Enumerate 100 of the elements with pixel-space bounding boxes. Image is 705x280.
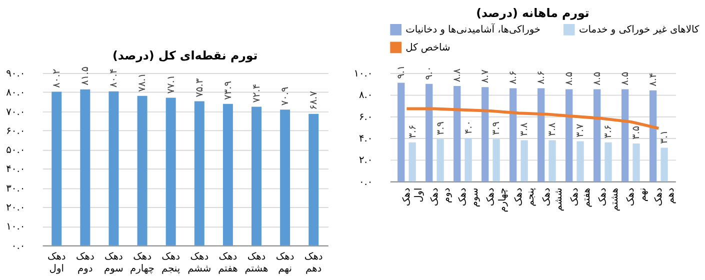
y-tick-label: ۸۰.۰: [6, 88, 26, 99]
bar: [464, 138, 472, 182]
bar: [548, 140, 556, 182]
y-tick-label: ۸.۰: [359, 90, 373, 102]
data-label: ۳.۸: [547, 122, 558, 136]
data-label: ۹.۰: [424, 66, 436, 80]
y-tick-label: ۳۰.۰: [6, 183, 26, 194]
x-tick-label: دهک هفتم: [570, 188, 592, 208]
x-tick-label: دهک سوم: [104, 252, 124, 274]
data-label: ۳.۶: [603, 124, 614, 138]
x-tick-label: دهک پنجم: [162, 252, 180, 274]
bar: [492, 139, 500, 182]
data-label: ۴.۰: [463, 120, 474, 134]
legend-label: شاخص کل: [406, 42, 450, 54]
chart-title: تورم ماهانه (درصد): [476, 6, 590, 20]
data-label: ۷۵.۳: [194, 78, 206, 98]
y-tick-label: ۷۰.۰: [6, 106, 26, 118]
bar: [252, 106, 262, 246]
bar: [436, 139, 444, 182]
x-tick-label: دهک نهم: [626, 188, 648, 206]
bar: [108, 91, 119, 246]
bar: [510, 88, 517, 182]
bar: [538, 88, 545, 182]
data-label: ۸.۴: [648, 72, 660, 86]
data-label: ۸۰.۴: [108, 68, 120, 88]
bar: [604, 142, 612, 182]
bar: [408, 142, 416, 182]
y-tick-label: ۴.۰: [359, 133, 373, 144]
bar: [649, 90, 657, 182]
x-tick-label: دهک اول: [47, 252, 66, 274]
y-tick-label: ۶۰.۰: [6, 126, 26, 137]
bar: [594, 89, 601, 182]
bar: [52, 92, 62, 246]
data-label: ۸.۶: [508, 70, 520, 84]
x-tick-label: دهک دهم: [304, 252, 323, 274]
x-tick-label: دهک چهارم: [130, 252, 154, 274]
y-tick-label: ۴۰.۰: [6, 164, 26, 176]
legend-label: خوراکی‌ها، آشامیدنی‌ها و دخانیات: [406, 22, 540, 36]
bar: [280, 110, 290, 246]
data-label: ۳.۸: [519, 122, 530, 136]
data-label: ۳.۱: [659, 130, 670, 144]
bar: [520, 140, 528, 182]
data-label: ۳.۶: [407, 124, 418, 138]
y-tick-label: ۹۰.۰: [6, 68, 26, 80]
y-tick-label: ۱۰.۰: [6, 222, 26, 233]
bar: [194, 101, 204, 246]
data-label: ۳.۷: [575, 124, 586, 138]
data-label: ۷۰.۹: [280, 86, 292, 106]
y-tick-label: ۲.۰: [359, 155, 373, 166]
data-label: ۸.۶: [536, 70, 548, 84]
bar: [454, 86, 461, 182]
data-label: ۸۱.۵: [80, 66, 92, 86]
x-tick-label: دهک هشتم: [244, 252, 268, 274]
data-label: ۷۸.۱: [137, 72, 148, 92]
x-tick-label: دهک سوم: [458, 188, 480, 208]
bar: [222, 104, 233, 246]
y-tick-label: ۵۰.۰: [6, 145, 26, 156]
data-label: ۳.۵: [631, 126, 642, 140]
x-tick-label: دهک ششم: [542, 188, 564, 212]
x-tick-label: دهک اول: [402, 188, 424, 206]
x-tick-label: دهک هشتم: [598, 188, 620, 212]
y-tick-label: ۰.۰: [359, 176, 373, 188]
bar: [308, 114, 319, 246]
data-label: ۸.۷: [480, 70, 492, 84]
x-tick-label: دهک پنجم: [514, 188, 536, 206]
data-label: ۶۸.۷: [308, 90, 320, 110]
data-label: ۸۰.۲: [52, 68, 63, 88]
bar: [576, 141, 584, 182]
bar: [426, 84, 433, 182]
x-tick-label: دهک ششم: [188, 252, 212, 274]
x-tick-label: دهک نهم: [276, 252, 294, 274]
bar: [80, 89, 90, 246]
data-label: ۳.۹: [491, 121, 502, 136]
x-tick-label: دهک دوم: [76, 252, 94, 274]
data-label: ۹.۱: [396, 65, 408, 79]
chart-title: تورم نقطه‌ای کل (درصد): [112, 48, 258, 62]
data-label: ۳.۹: [435, 121, 446, 136]
bar: [166, 98, 176, 246]
y-tick-label: ۲۰.۰: [6, 202, 26, 214]
x-tick-label: دهک دوم: [430, 188, 452, 206]
bar: [566, 89, 573, 182]
x-tick-label: دهک چهارم: [486, 188, 508, 212]
data-label: ۷۲.۴: [251, 84, 262, 103]
bar: [398, 82, 405, 182]
bar: [482, 87, 489, 182]
bar: [660, 148, 668, 182]
data-label: ۷۷.۱: [166, 74, 177, 94]
legend-label: کالاهای غیر خوراکی و خدمات: [578, 24, 700, 36]
bar: [622, 89, 629, 182]
data-label: ۸.۵: [592, 72, 604, 86]
y-tick-label: ۰.۰: [11, 240, 26, 252]
x-tick-label: دهک دهم: [654, 188, 676, 206]
data-label: ۸.۸: [452, 68, 464, 82]
data-label: ۸.۵: [620, 72, 632, 86]
bar: [632, 143, 640, 182]
x-tick-label: دهک هفتم: [218, 252, 238, 274]
bar: [137, 96, 148, 246]
data-label: ۷۳.۹: [222, 80, 234, 100]
data-label: ۸.۵: [564, 72, 576, 86]
y-tick-label: ۱۰.۰: [354, 68, 373, 80]
